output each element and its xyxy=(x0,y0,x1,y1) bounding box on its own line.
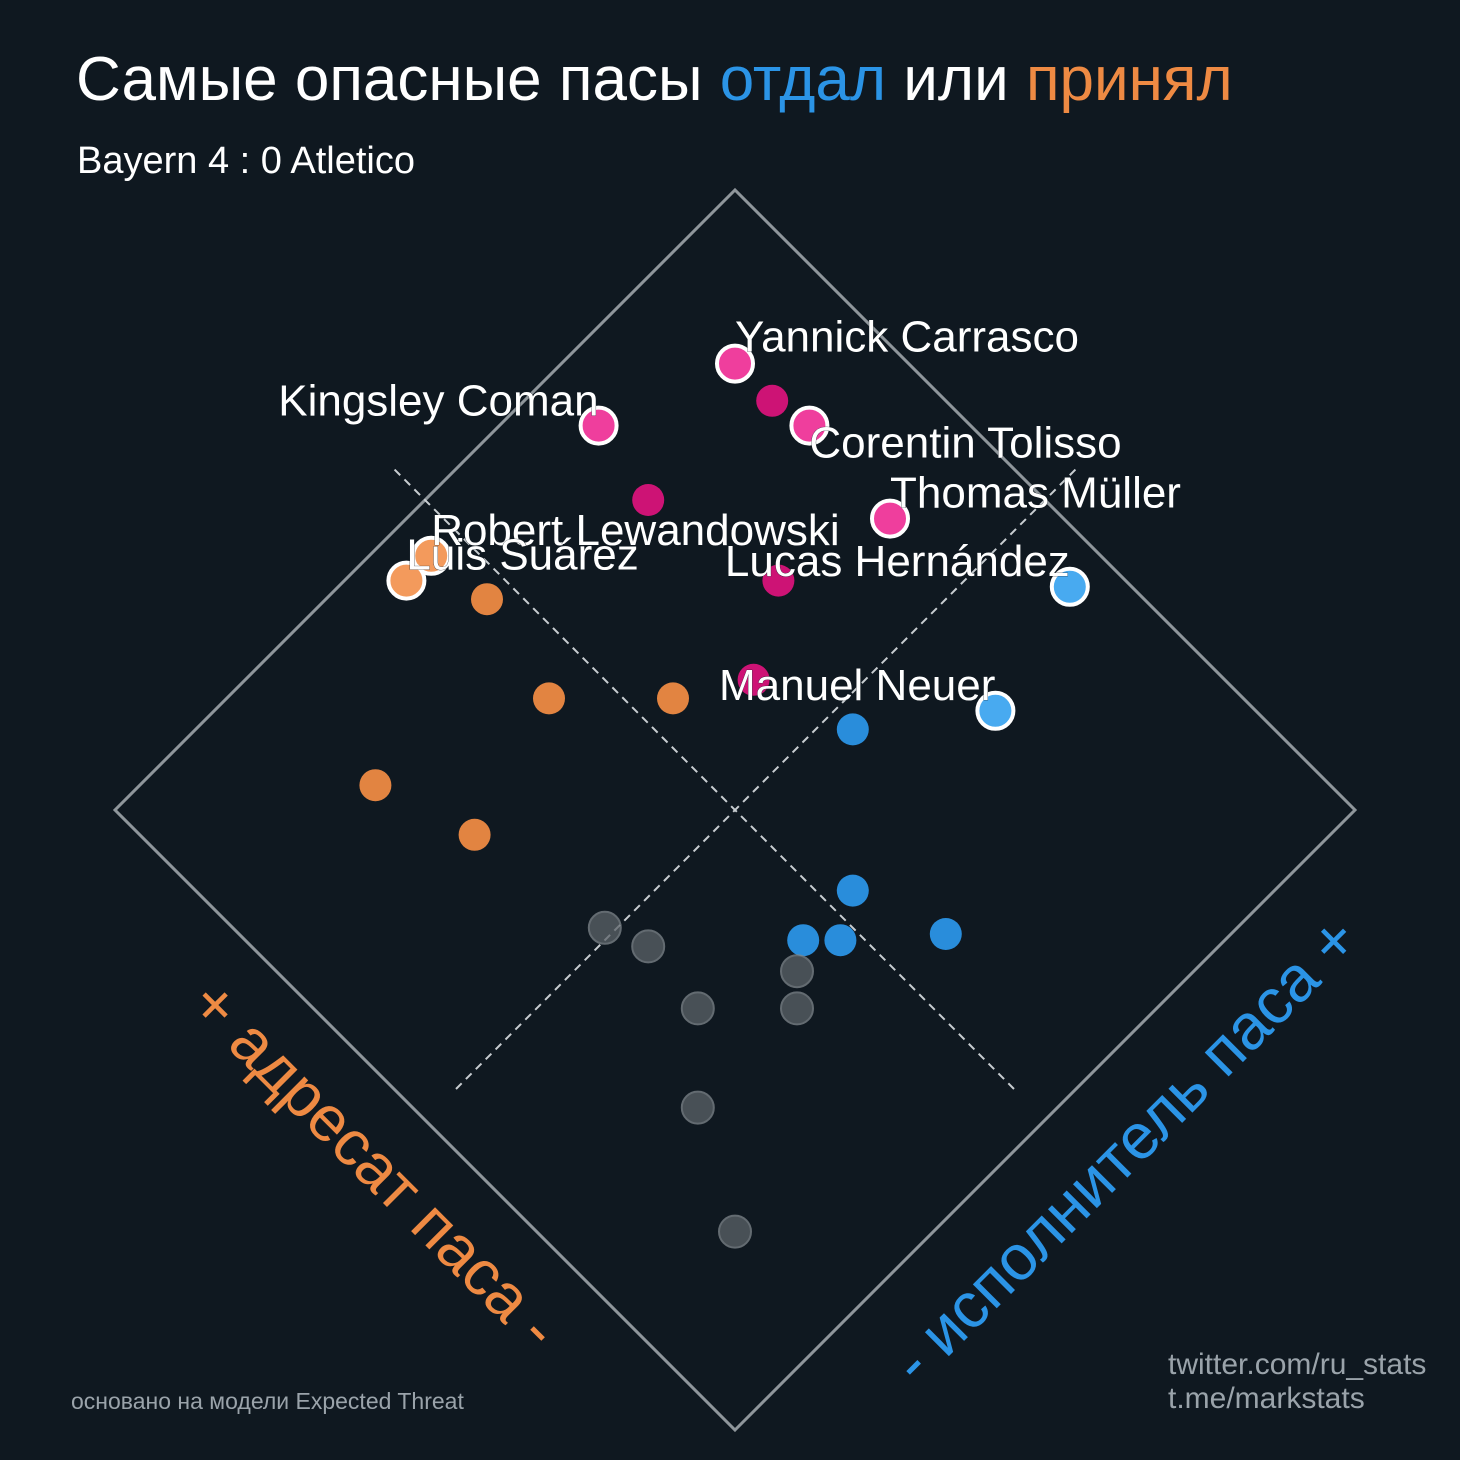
data-point xyxy=(780,991,814,1026)
highlight-point xyxy=(715,343,755,384)
data-point xyxy=(756,384,789,417)
title-received-word: принял xyxy=(1025,45,1233,114)
title-part1: Самые опасные пасы xyxy=(76,45,720,114)
data-point xyxy=(680,991,715,1026)
title-passed-word: отдал xyxy=(719,45,887,114)
data-point xyxy=(836,713,869,746)
player-label: Kingsley Coman xyxy=(278,377,598,426)
chart-subtitle: Bayern 4 : 0 Atletico xyxy=(77,140,415,182)
data-point xyxy=(787,924,820,957)
highlight-point xyxy=(386,560,427,601)
data-point xyxy=(631,929,666,964)
data-point xyxy=(533,682,565,715)
player-label: Lucas Hernández xyxy=(725,537,1070,586)
twitter-credit-link[interactable]: twitter.com/ru_stats xyxy=(1168,1348,1427,1381)
receiver-midline xyxy=(455,468,1077,1090)
telegram-credit-link[interactable]: t.me/markstats xyxy=(1168,1382,1365,1415)
model-note: основано на модели Expected Threat xyxy=(71,1388,464,1414)
player-label: Manuel Neuer xyxy=(719,661,995,710)
player-label: Thomas Müller xyxy=(890,469,1181,518)
data-point xyxy=(836,874,869,907)
highlight-point xyxy=(789,405,830,446)
data-point xyxy=(657,682,689,715)
data-point xyxy=(359,769,392,802)
data-point xyxy=(680,1090,715,1125)
passer-midline xyxy=(393,468,1015,1090)
highlight-point xyxy=(411,535,452,576)
player-label: Yannick Carrasco xyxy=(735,313,1079,362)
frame-diamond xyxy=(112,187,1358,1433)
data-point xyxy=(737,663,770,696)
player-label: Corentin Tolisso xyxy=(809,419,1121,468)
data-point xyxy=(632,484,665,516)
data-point xyxy=(718,1214,752,1249)
highlight-point xyxy=(870,498,910,539)
highlight-point xyxy=(578,405,619,446)
chart-title: Самые опасные пасы отдал или принял xyxy=(76,44,1233,115)
data-point xyxy=(780,954,814,989)
player-label: Luis Suárez xyxy=(406,531,638,580)
passer-axis-label: - исполнитель паса + xyxy=(877,902,1372,1397)
data-point xyxy=(762,564,795,597)
data-point xyxy=(458,818,491,851)
data-point xyxy=(929,918,962,950)
highlight-point xyxy=(975,690,1016,731)
data-point xyxy=(587,910,622,945)
chart-frame xyxy=(112,187,1358,1433)
data-point xyxy=(824,924,857,957)
data-points xyxy=(359,343,1090,1249)
receiver-axis-label: + адресат паса - xyxy=(177,966,574,1363)
player-label: Robert Lewandowski xyxy=(431,506,839,555)
title-part2: или xyxy=(886,45,1026,114)
credits: twitter.com/ru_stats t.me/markstats xyxy=(1168,1348,1426,1416)
data-point xyxy=(471,583,503,616)
highlight-point xyxy=(1049,566,1090,607)
axis-labels: + адресат паса - - исполнитель паса + xyxy=(177,902,1372,1397)
point-labels: Yannick Carrasco Kingsley Coman Corentin T… xyxy=(278,312,1181,710)
